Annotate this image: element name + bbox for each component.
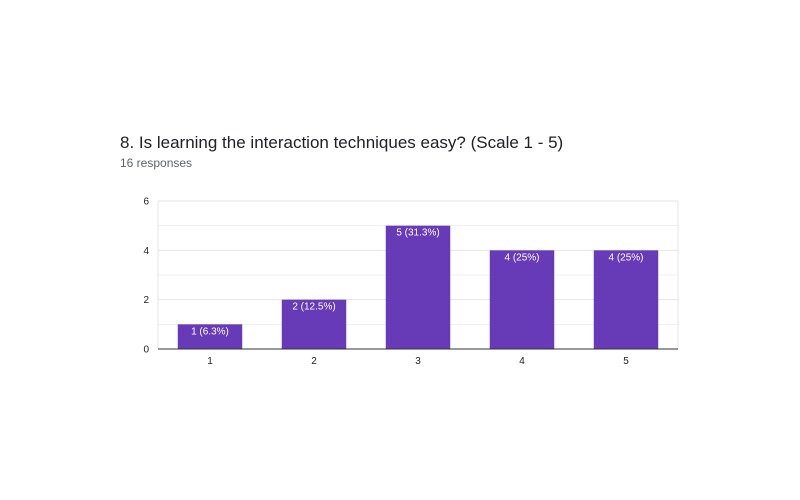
x-tick-label: 1: [207, 356, 213, 367]
y-tick-label: 2: [143, 295, 149, 306]
bar-data-label: 4 (25%): [504, 252, 539, 263]
bar-data-label: 2 (12.5%): [292, 302, 335, 313]
x-axis-ticks: 1 2 3 4 5: [207, 356, 629, 367]
bar-data-label: 1 (6.3%): [191, 326, 229, 337]
bar-data-label: 4 (25%): [608, 252, 643, 263]
bar[interactable]: [177, 324, 243, 349]
y-tick-label: 4: [143, 246, 149, 257]
bar[interactable]: [489, 250, 555, 349]
y-tick-label: 0: [143, 345, 149, 356]
response-count: 16 responses: [120, 156, 193, 170]
bars: [177, 225, 659, 349]
x-tick-label: 4: [519, 356, 525, 367]
data-labels: 1 (6.3%) 2 (12.5%) 5 (31.3%) 4 (25%) 4 (25%): [191, 228, 643, 338]
gridlines: [157, 200, 679, 349]
bar[interactable]: [593, 250, 659, 349]
bar[interactable]: [281, 299, 347, 349]
x-tick-label: 5: [623, 356, 629, 367]
x-tick-label: 3: [415, 356, 421, 367]
x-tick-label: 2: [311, 356, 317, 367]
chart-title: 8. Is learning the interaction technique…: [120, 133, 564, 152]
bar[interactable]: [385, 225, 451, 349]
bar-data-label: 5 (31.3%): [396, 228, 439, 239]
y-axis-ticks: 0 2 4 6: [143, 197, 149, 356]
y-tick-label: 6: [143, 197, 149, 208]
